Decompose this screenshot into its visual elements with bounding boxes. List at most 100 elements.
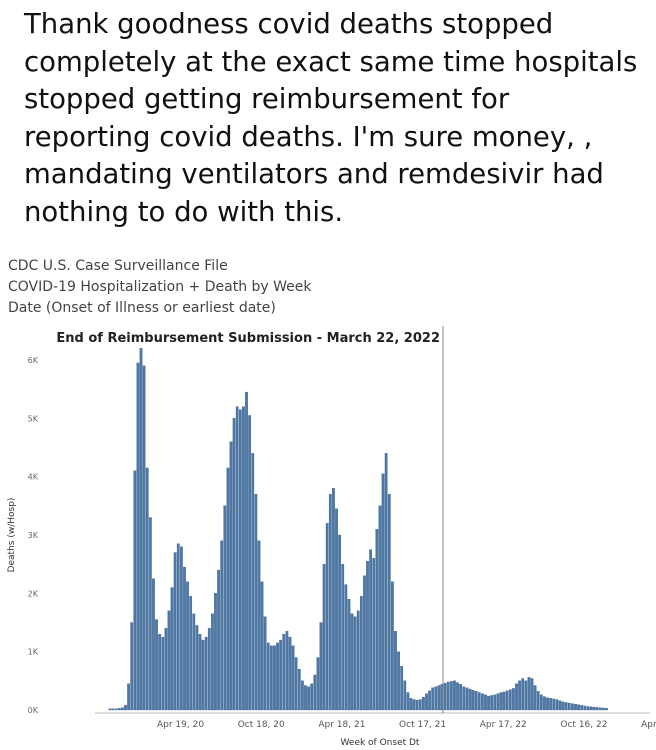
bar (347, 599, 351, 711)
bar (192, 613, 196, 711)
bar (524, 680, 528, 711)
annotation-label: End of Reimbursement Submission - March … (56, 331, 440, 346)
x-axis: Apr 19, 20 Oct 18, 20 Apr 18, 21 Oct 17, 21… (95, 712, 656, 730)
bar (527, 677, 531, 711)
bar (363, 575, 366, 711)
bar (114, 708, 118, 711)
bar (387, 494, 391, 711)
bar (207, 628, 211, 711)
y-tick-label: 2K (28, 589, 39, 598)
bar (570, 703, 574, 711)
bar (369, 549, 373, 711)
x-tick-label: Apr 16, 23 (641, 720, 656, 730)
bar (512, 688, 515, 711)
bar (158, 634, 162, 711)
bar (257, 540, 261, 711)
y-axis-label: Deaths (w/Hosp) (7, 498, 17, 573)
post-text: Thank goodness covid deaths stopped comp… (24, 6, 644, 231)
bar (335, 508, 338, 711)
bar (434, 686, 438, 711)
bar (577, 704, 580, 711)
bar (574, 704, 577, 711)
bar (502, 691, 506, 711)
bar (136, 362, 140, 711)
bar (161, 636, 165, 711)
bar (456, 682, 459, 711)
bar (397, 651, 400, 711)
bar (549, 698, 552, 711)
bar (152, 578, 155, 711)
bar (580, 705, 584, 711)
bar (564, 702, 568, 711)
bar (214, 593, 217, 711)
bar (183, 566, 186, 711)
x-tick-label: Oct 17, 21 (399, 720, 446, 730)
bar (245, 391, 248, 711)
bar (220, 540, 224, 711)
bar (490, 695, 494, 711)
x-tick-label: Apr 19, 20 (157, 720, 204, 730)
bar (499, 692, 503, 711)
bar (304, 685, 307, 711)
bar (453, 680, 456, 711)
bar (598, 707, 602, 711)
bar (471, 690, 475, 711)
bar (341, 564, 345, 711)
bar (170, 587, 174, 711)
bar (176, 543, 180, 711)
bar (310, 683, 314, 711)
post-text-line: completely at the exact same time hospit… (24, 45, 638, 78)
y-tick-label: 5K (28, 414, 39, 423)
bar (589, 706, 593, 711)
bar (204, 636, 208, 711)
bar (477, 692, 481, 711)
bar (394, 631, 397, 711)
bar (543, 696, 546, 711)
x-tick-label: Apr 18, 21 (318, 720, 365, 730)
bar (552, 698, 556, 711)
y-tick-label: 4K (28, 473, 39, 482)
chart-title-line: COVID-19 Hospitalization + Death by Week (8, 279, 312, 295)
post-text-line: stopped getting reimbursement for (24, 83, 510, 115)
bar (602, 707, 605, 711)
post-text-line: Thank goodness covid deaths stopped (24, 8, 554, 40)
x-tick-label: Oct 18, 20 (238, 720, 285, 730)
bar (484, 694, 487, 711)
bar (465, 687, 469, 711)
x-axis-label: Week of Onset Dt (341, 738, 420, 748)
bar (316, 657, 320, 711)
bar (260, 581, 264, 711)
bar (443, 683, 447, 711)
bar (276, 642, 279, 711)
bar (307, 686, 310, 711)
chart-source-line: CDC U.S. Case Surveillance File (8, 258, 228, 274)
bar (592, 706, 596, 711)
chart-card: CDC U.S. Case Surveillance File COVID-19… (0, 248, 656, 750)
bar (226, 467, 230, 711)
bar (406, 692, 410, 711)
bar (403, 680, 407, 711)
bar (409, 698, 413, 711)
bar (273, 645, 276, 711)
bar (515, 683, 518, 711)
bar (583, 705, 587, 711)
bar (139, 348, 143, 711)
bar (480, 693, 484, 711)
bar (232, 418, 236, 711)
bar (269, 645, 273, 711)
bar (251, 453, 255, 711)
y-tick-label: 0K (28, 706, 39, 715)
bar (127, 683, 130, 711)
bar (167, 610, 171, 711)
bar (431, 687, 435, 711)
bar (521, 678, 525, 711)
bar (418, 699, 422, 711)
bar (415, 699, 419, 711)
bar (235, 406, 239, 711)
bar (338, 534, 341, 711)
bar (322, 564, 326, 711)
bar (124, 705, 127, 711)
bar (211, 613, 214, 711)
bar (366, 561, 369, 711)
